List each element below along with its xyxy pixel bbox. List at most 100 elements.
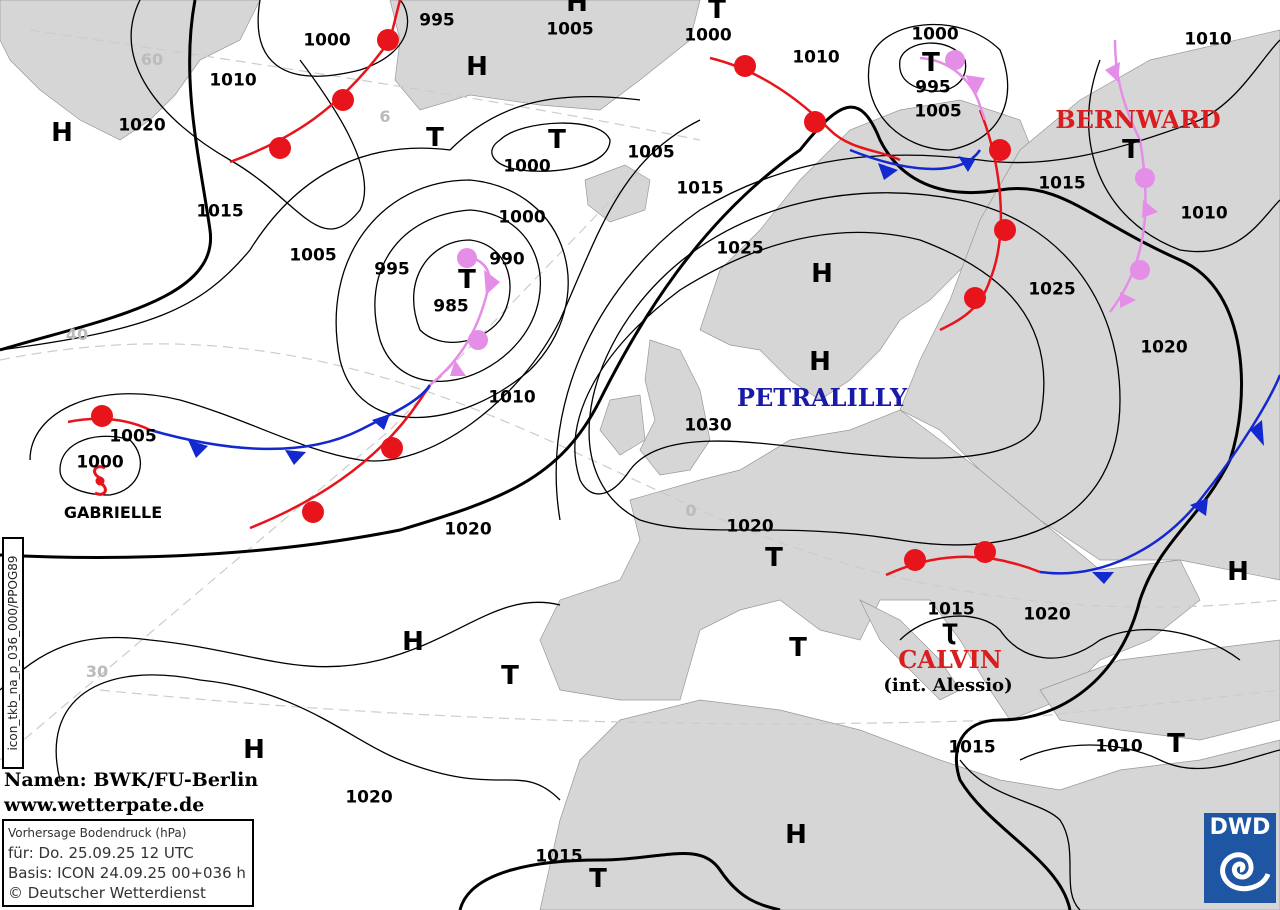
low-marker: T bbox=[1122, 135, 1140, 165]
high-marker: H bbox=[566, 0, 588, 18]
warm-front bbox=[249, 384, 432, 530]
warm-front bbox=[885, 555, 1041, 577]
latitude-label: 0 bbox=[685, 501, 697, 520]
isobar-label: 1010 bbox=[1095, 736, 1143, 757]
low-marker: T bbox=[426, 123, 444, 153]
isobar-label: 985 bbox=[433, 296, 469, 317]
front-symbols bbox=[91, 29, 1264, 584]
info-base-run: Basis: ICON 24.09.25 00+036 h bbox=[8, 864, 246, 882]
isobar-label: 1005 bbox=[109, 426, 157, 447]
high-marker: H bbox=[51, 118, 73, 148]
isobar-label: 1010 bbox=[1184, 29, 1232, 50]
tropical-storm-icon bbox=[93, 465, 107, 496]
land-turkey bbox=[1039, 639, 1280, 741]
product-code-box: icon_tkb_na_p_036_000/PPOG89 bbox=[2, 537, 24, 769]
low-marker: T bbox=[589, 864, 607, 894]
isobar-label: 1005 bbox=[289, 245, 337, 266]
land-britain bbox=[639, 339, 711, 476]
forecast-info-box: Vorhersage Bodendruck (hPa) für: Do. 25.… bbox=[2, 819, 254, 907]
high-marker: H bbox=[811, 259, 833, 289]
isobar-label: 1015 bbox=[948, 737, 996, 758]
land-africa bbox=[539, 699, 1280, 910]
system-name-calvin-alias: (int. Alessio) bbox=[883, 675, 1013, 696]
high-marker: H bbox=[402, 627, 424, 657]
isobar-label: 1020 bbox=[444, 519, 492, 540]
system-name-bernward: BERNWARD bbox=[1055, 105, 1221, 134]
swirl-icon bbox=[1220, 852, 1271, 892]
isobar-label: 1010 bbox=[792, 47, 840, 68]
isobar-label: 1010 bbox=[488, 387, 536, 408]
cold-front bbox=[149, 384, 432, 451]
info-valid-time: für: Do. 25.09.25 12 UTC bbox=[8, 844, 194, 862]
system-name-gabrielle: GABRIELLE bbox=[63, 503, 163, 522]
isobar-label: 995 bbox=[374, 259, 410, 280]
warm-front bbox=[229, 0, 402, 164]
isobars-bold bbox=[0, 0, 1243, 910]
warm-front bbox=[67, 417, 151, 432]
low-marker: T bbox=[765, 543, 783, 573]
calvin-low-marker: Ʈ bbox=[942, 621, 958, 646]
isobar-label: 1020 bbox=[1140, 337, 1188, 358]
dwd-logo: DWD bbox=[1204, 813, 1276, 903]
high-marker: H bbox=[785, 820, 807, 850]
isobar-label: 1025 bbox=[716, 238, 764, 259]
isobar-label: 1000 bbox=[76, 452, 124, 473]
info-copyright: © Deutscher Wetterdienst bbox=[8, 884, 206, 902]
isobar-label: 995 bbox=[915, 77, 951, 98]
isobar-label: 1015 bbox=[927, 599, 975, 620]
land-ireland bbox=[599, 394, 646, 456]
isobar-label: 1020 bbox=[726, 516, 774, 537]
low-marker: T bbox=[922, 48, 940, 78]
cold-front bbox=[849, 148, 982, 171]
isobar-label: 1010 bbox=[1180, 203, 1228, 224]
isobar-label: 1000 bbox=[303, 30, 351, 51]
system-name-petralilly: PETRALILLY bbox=[736, 383, 908, 412]
land-italy bbox=[859, 599, 961, 701]
low-marker: T bbox=[501, 661, 519, 691]
isobar-label: 1015 bbox=[1038, 173, 1086, 194]
low-marker: T bbox=[1167, 729, 1185, 759]
latitude-label: 60 bbox=[140, 50, 164, 69]
isobar-label: 1015 bbox=[535, 846, 583, 867]
isobar-label: 1000 bbox=[911, 24, 959, 45]
latitude-label: 40 bbox=[65, 325, 89, 344]
latitude-label: 30 bbox=[85, 662, 109, 681]
low-marker: T bbox=[458, 265, 476, 295]
high-marker: H bbox=[1227, 557, 1249, 587]
credits-names: Namen: BWK/FU-Berlin bbox=[4, 769, 259, 791]
isobar-label: 1005 bbox=[627, 142, 675, 163]
isobar-label: 1010 bbox=[209, 70, 257, 91]
graticule bbox=[0, 29, 1280, 761]
isobar-label: 1005 bbox=[914, 101, 962, 122]
isobar-label: 1030 bbox=[684, 415, 732, 436]
low-marker: T bbox=[548, 125, 566, 155]
dwd-logo-text: DWD bbox=[1209, 815, 1271, 840]
isobar-label: 1005 bbox=[546, 19, 594, 40]
high-marker: H bbox=[243, 735, 265, 765]
isobar-label: 1025 bbox=[1028, 279, 1076, 300]
land-europe bbox=[539, 409, 1201, 721]
isobar-label: 1000 bbox=[684, 25, 732, 46]
system-name-calvin: CALVIN bbox=[898, 645, 1002, 674]
isobar-label: 990 bbox=[489, 249, 525, 270]
isobar-label: 1020 bbox=[118, 115, 166, 136]
high-marker: H bbox=[466, 52, 488, 82]
low-marker: T bbox=[789, 633, 807, 663]
isobar-label: 1000 bbox=[503, 156, 551, 177]
info-title: Vorhersage Bodendruck (hPa) bbox=[8, 826, 187, 840]
isobar-label: 1015 bbox=[676, 178, 724, 199]
occlusion bbox=[919, 56, 987, 121]
high-marker: H bbox=[809, 347, 831, 377]
isobar-label: 995 bbox=[419, 10, 455, 31]
isobar-label: 1020 bbox=[345, 787, 393, 808]
cold-front bbox=[1039, 374, 1280, 575]
product-code: icon_tkb_na_p_036_000/PPOG89 bbox=[6, 555, 20, 751]
low-marker: T bbox=[708, 0, 726, 25]
credits-website[interactable]: www.wetterpate.de bbox=[4, 794, 205, 816]
isobar-label: 1015 bbox=[196, 201, 244, 222]
land-svalbard-arctic bbox=[389, 0, 701, 111]
